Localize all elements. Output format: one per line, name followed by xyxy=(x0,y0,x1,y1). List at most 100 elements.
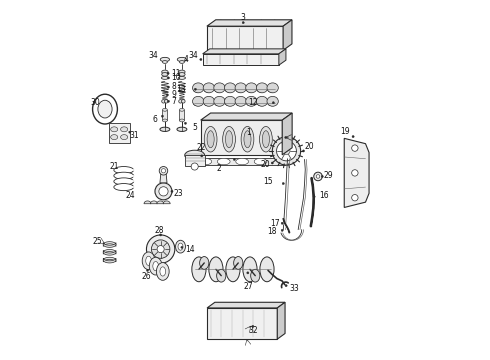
Ellipse shape xyxy=(203,96,215,106)
Ellipse shape xyxy=(241,126,254,152)
Text: 15: 15 xyxy=(263,177,272,186)
Circle shape xyxy=(281,229,283,231)
Text: 2: 2 xyxy=(216,164,221,173)
Text: 34: 34 xyxy=(188,51,198,60)
Text: 33: 33 xyxy=(289,284,299,293)
Ellipse shape xyxy=(251,269,260,282)
Ellipse shape xyxy=(199,257,209,269)
Ellipse shape xyxy=(149,257,162,275)
Text: 6: 6 xyxy=(152,114,157,123)
Text: 32: 32 xyxy=(248,326,258,335)
Polygon shape xyxy=(277,302,285,339)
Circle shape xyxy=(285,136,287,139)
FancyBboxPatch shape xyxy=(203,54,279,65)
Circle shape xyxy=(272,137,301,165)
Circle shape xyxy=(271,162,273,164)
Text: 28: 28 xyxy=(154,226,164,235)
Polygon shape xyxy=(103,249,116,254)
Ellipse shape xyxy=(159,167,168,175)
Ellipse shape xyxy=(114,184,134,191)
Circle shape xyxy=(314,172,322,181)
Ellipse shape xyxy=(245,96,257,106)
Text: 4: 4 xyxy=(183,55,188,64)
Ellipse shape xyxy=(204,86,212,92)
Circle shape xyxy=(166,94,169,96)
Ellipse shape xyxy=(217,269,226,282)
Ellipse shape xyxy=(257,100,265,106)
Polygon shape xyxy=(201,113,292,120)
Circle shape xyxy=(157,246,164,253)
Circle shape xyxy=(201,155,203,157)
Text: 21: 21 xyxy=(110,162,119,171)
Text: 11: 11 xyxy=(172,69,181,78)
Ellipse shape xyxy=(114,178,134,185)
Ellipse shape xyxy=(236,86,244,92)
Ellipse shape xyxy=(179,70,185,74)
Polygon shape xyxy=(207,302,285,308)
Circle shape xyxy=(352,170,358,176)
Ellipse shape xyxy=(111,127,118,132)
Text: 20: 20 xyxy=(260,160,270,169)
Ellipse shape xyxy=(218,158,230,165)
Ellipse shape xyxy=(209,257,223,282)
Ellipse shape xyxy=(254,158,267,165)
Text: 10: 10 xyxy=(172,73,181,82)
Circle shape xyxy=(184,122,187,124)
Circle shape xyxy=(200,58,202,60)
Circle shape xyxy=(168,86,170,88)
Text: 18: 18 xyxy=(268,227,277,236)
Ellipse shape xyxy=(204,126,217,152)
Polygon shape xyxy=(279,49,286,65)
Circle shape xyxy=(276,141,296,161)
Circle shape xyxy=(352,135,354,138)
FancyBboxPatch shape xyxy=(185,155,205,166)
Circle shape xyxy=(93,101,96,103)
Ellipse shape xyxy=(193,96,204,106)
Text: 1: 1 xyxy=(246,128,251,137)
Ellipse shape xyxy=(179,108,184,111)
Polygon shape xyxy=(157,201,164,204)
Circle shape xyxy=(316,175,320,178)
Ellipse shape xyxy=(98,100,112,118)
Circle shape xyxy=(181,246,183,248)
FancyBboxPatch shape xyxy=(109,123,130,143)
Ellipse shape xyxy=(177,127,187,131)
Ellipse shape xyxy=(179,100,182,103)
Ellipse shape xyxy=(193,86,201,92)
Ellipse shape xyxy=(114,172,134,179)
Ellipse shape xyxy=(178,77,185,79)
Text: 7: 7 xyxy=(172,97,176,106)
Circle shape xyxy=(282,183,284,185)
Text: 23: 23 xyxy=(173,189,183,198)
Ellipse shape xyxy=(179,60,184,63)
Text: 22: 22 xyxy=(196,143,206,152)
Ellipse shape xyxy=(165,100,168,103)
Ellipse shape xyxy=(257,86,265,92)
Ellipse shape xyxy=(214,83,225,93)
Circle shape xyxy=(283,147,290,154)
Ellipse shape xyxy=(222,126,235,152)
Polygon shape xyxy=(160,172,167,183)
Ellipse shape xyxy=(256,83,268,93)
Ellipse shape xyxy=(162,73,168,76)
Circle shape xyxy=(171,190,173,192)
Polygon shape xyxy=(103,243,116,247)
Ellipse shape xyxy=(215,100,222,106)
FancyBboxPatch shape xyxy=(207,26,283,50)
Text: 3: 3 xyxy=(241,13,245,22)
Ellipse shape xyxy=(114,167,134,174)
Ellipse shape xyxy=(236,158,248,165)
Circle shape xyxy=(168,77,170,79)
Polygon shape xyxy=(150,201,157,204)
Text: 16: 16 xyxy=(319,192,329,201)
Text: 30: 30 xyxy=(90,98,99,107)
Ellipse shape xyxy=(162,70,168,74)
Text: 26: 26 xyxy=(142,272,151,281)
Ellipse shape xyxy=(235,83,246,93)
Ellipse shape xyxy=(121,127,128,132)
Ellipse shape xyxy=(267,83,278,93)
Polygon shape xyxy=(103,257,116,262)
Circle shape xyxy=(302,150,305,152)
Ellipse shape xyxy=(224,96,236,106)
Ellipse shape xyxy=(225,131,233,148)
